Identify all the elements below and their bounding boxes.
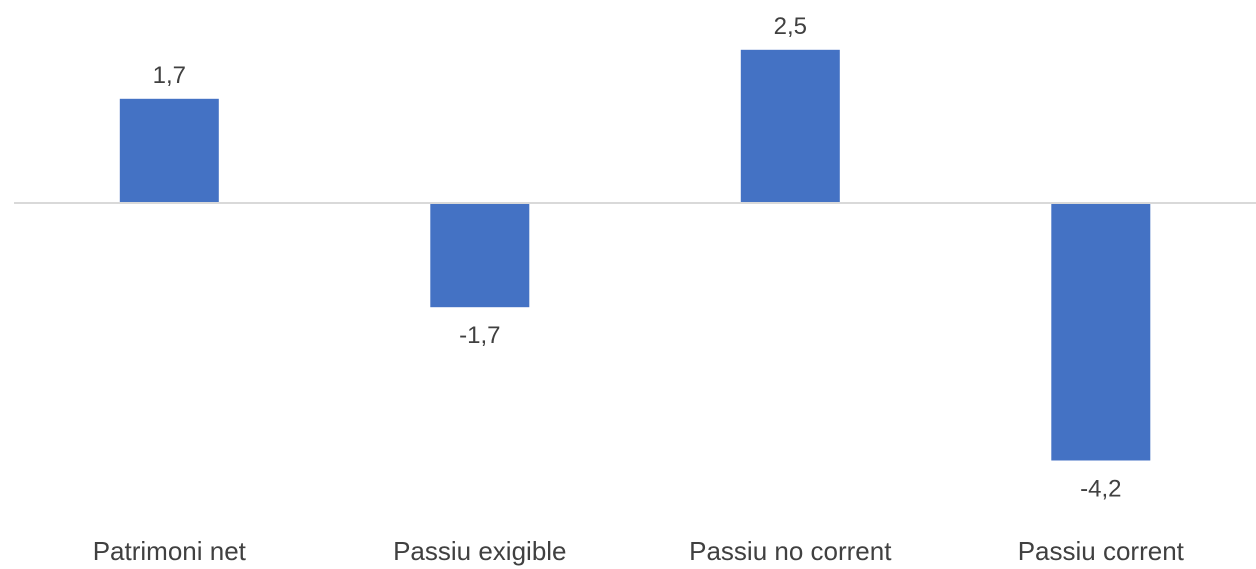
- data-label-1: 1,7: [153, 62, 186, 89]
- category-label-4: Passiu corrent: [1018, 536, 1185, 566]
- bar-3: [740, 49, 840, 204]
- bar-4: [1051, 203, 1151, 461]
- bar-1: [119, 98, 219, 203]
- data-label-3: 2,5: [774, 13, 807, 40]
- category-label-1: Patrimoni net: [93, 536, 247, 566]
- category-labels-group: Patrimoni net Passiu exigible Passiu no co…: [93, 536, 1185, 566]
- category-label-3: Passiu no corrent: [689, 536, 892, 566]
- bars-group: [119, 49, 1151, 461]
- category-label-2: Passiu exigible: [393, 536, 566, 566]
- data-labels-group: 1,7 -1,7 2,5 -4,2: [153, 13, 1122, 503]
- bar-2: [430, 203, 530, 308]
- data-label-2: -1,7: [459, 322, 500, 349]
- data-label-4: -4,2: [1080, 476, 1121, 503]
